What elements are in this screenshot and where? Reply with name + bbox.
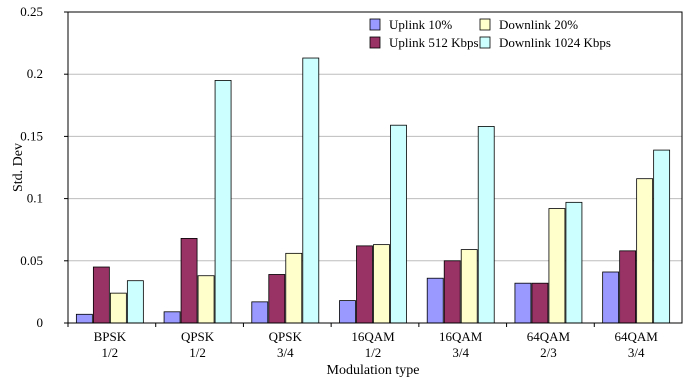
bar bbox=[339, 300, 356, 324]
y-tick-label: 0.1 bbox=[27, 191, 43, 206]
x-category-label: 1/2 bbox=[189, 345, 206, 360]
x-category-label: BPSK bbox=[94, 329, 127, 344]
y-tick-label: 0.15 bbox=[20, 128, 43, 143]
gridlines bbox=[68, 73, 682, 262]
x-axis-label: Modulation type bbox=[327, 363, 420, 378]
bar bbox=[251, 301, 269, 324]
bar bbox=[653, 149, 671, 324]
bar bbox=[197, 275, 215, 324]
x-category-label: 2/3 bbox=[540, 345, 557, 360]
bar bbox=[390, 124, 407, 324]
y-axis-label: Std. Dev bbox=[11, 143, 26, 192]
legend-swatch bbox=[479, 36, 491, 49]
x-category-label: 3/4 bbox=[628, 345, 645, 360]
x-category-labels: BPSK1/2QPSK1/2QPSK3/416QAM1/216QAM3/464Q… bbox=[67, 323, 658, 360]
bar bbox=[75, 313, 93, 324]
bars bbox=[75, 57, 671, 324]
x-category-label: QPSK bbox=[181, 329, 215, 344]
bar bbox=[460, 249, 478, 324]
x-category-label: 64QAM bbox=[527, 329, 571, 344]
legend-swatch bbox=[369, 36, 381, 49]
bar bbox=[548, 208, 566, 324]
bar bbox=[302, 57, 320, 324]
bar bbox=[180, 238, 198, 324]
bar bbox=[92, 266, 110, 324]
y-tick-label: 0.05 bbox=[20, 253, 43, 268]
legend-swatch bbox=[369, 18, 381, 31]
bar bbox=[443, 260, 461, 324]
legend-swatch bbox=[479, 18, 491, 31]
bar bbox=[268, 274, 286, 324]
bar bbox=[426, 277, 444, 324]
x-category-label: 16QAM bbox=[439, 329, 483, 344]
legend-label: Uplink 10% bbox=[389, 17, 452, 32]
bar bbox=[619, 250, 637, 324]
plot-area-frame bbox=[67, 11, 683, 324]
x-category-label: 1/2 bbox=[365, 345, 382, 360]
x-category-label: 1/2 bbox=[102, 345, 119, 360]
y-tick-labels: 0 0.05 0.1 0.15 0.2 0.25 bbox=[20, 4, 68, 330]
bar bbox=[636, 178, 654, 324]
x-category-label: 3/4 bbox=[452, 345, 469, 360]
y-tick-label: 0.2 bbox=[27, 66, 43, 81]
bar bbox=[214, 80, 232, 324]
bar bbox=[514, 282, 532, 324]
bar bbox=[356, 245, 373, 324]
bar bbox=[126, 280, 144, 324]
bar bbox=[477, 126, 495, 324]
x-category-label: 3/4 bbox=[277, 345, 294, 360]
x-category-label: QPSK bbox=[269, 329, 303, 344]
bar bbox=[531, 282, 549, 324]
bar bbox=[602, 271, 620, 324]
legend-label: Uplink 512 Kbps bbox=[389, 35, 479, 50]
bar bbox=[285, 252, 303, 324]
x-category-label: 16QAM bbox=[351, 329, 395, 344]
bar bbox=[565, 201, 583, 324]
y-tick-label: 0.25 bbox=[20, 4, 43, 19]
y-tick-label: 0 bbox=[37, 315, 44, 330]
bar bbox=[373, 244, 390, 324]
legend-label: Downlink 20% bbox=[499, 17, 578, 32]
x-category-label: 64QAM bbox=[614, 329, 658, 344]
bar bbox=[163, 311, 181, 324]
legend-label: Downlink 1024 Kbps bbox=[499, 35, 611, 50]
bar bbox=[109, 292, 127, 324]
legend: Uplink 10% Uplink 512 Kbps Downlink 20% Dow… bbox=[369, 17, 611, 50]
